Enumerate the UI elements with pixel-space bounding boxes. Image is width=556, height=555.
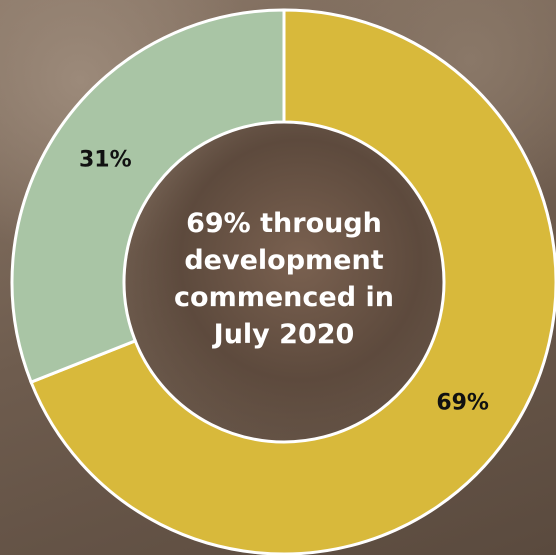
value-label: 69% — [436, 390, 489, 415]
donut-slice — [29, 8, 556, 555]
center-text: 69% through development commenced in Jul… — [174, 208, 394, 350]
donut-slice — [10, 8, 286, 385]
value-label: 31% — [79, 148, 132, 173]
